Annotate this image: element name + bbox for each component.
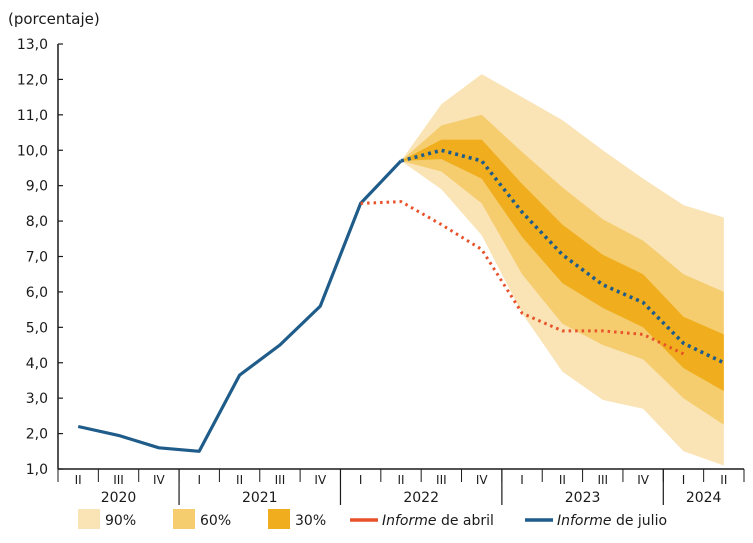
- x-quarter-label: II: [75, 473, 82, 487]
- legend-swatch-90pct: [78, 509, 100, 529]
- x-year-label: 2024: [686, 490, 722, 506]
- y-tick-label: 6,0: [26, 285, 48, 301]
- x-quarter-label: II: [236, 473, 243, 487]
- x-quarter-label: IV: [153, 473, 166, 487]
- axes: 1,0 2,0 3,0 4,0 5,0 6,0 7,0 8,0 9,0 10,0 11,0 12,0 1…: [8, 10, 745, 506]
- x-quarter-label: I: [682, 473, 686, 487]
- fan-bands: [401, 74, 724, 466]
- x-quarter-label: III: [436, 473, 447, 487]
- y-tick-label: 3,0: [26, 391, 48, 407]
- y-tick-label: 10,0: [17, 143, 48, 159]
- legend-label-julio: Informe de julio: [557, 513, 667, 529]
- legend: 90% 60% 30% Informe de abril Informe de juli…: [78, 509, 667, 529]
- series-lines: [77, 148, 725, 453]
- y-tick-label: 9,0: [26, 179, 48, 195]
- y-tick-label: 4,0: [26, 356, 48, 372]
- x-quarter-label: IV: [476, 473, 489, 487]
- history-line: [77, 159, 403, 453]
- y-tick-label: 12,0: [17, 72, 48, 88]
- x-year-label: 2023: [565, 490, 601, 506]
- legend-label-abril: Informe de abril: [382, 513, 494, 529]
- y-axis-title: (porcentaje): [8, 10, 100, 28]
- legend-swatch-30pct: [268, 509, 290, 529]
- y-tick-label: 1,0: [26, 462, 48, 478]
- x-quarter-label: III: [275, 473, 286, 487]
- y-tick-label: 5,0: [26, 320, 48, 336]
- x-quarter-label: IV: [637, 473, 650, 487]
- y-tick-label: 13,0: [17, 37, 48, 53]
- x-quarter-label: III: [597, 473, 608, 487]
- x-quarter-label: IV: [314, 473, 327, 487]
- x-quarter-label: II: [559, 473, 566, 487]
- x-year-label: 2021: [242, 490, 278, 506]
- legend-swatch-60pct: [173, 509, 195, 529]
- y-tick-label: 11,0: [17, 108, 48, 124]
- band-30pct: [401, 139, 724, 392]
- x-year-label: 2022: [403, 490, 439, 506]
- x-quarter-label: I: [520, 473, 524, 487]
- legend-label-90pct: 90%: [105, 513, 136, 529]
- y-tick-label: 2,0: [26, 427, 48, 443]
- x-quarter-label: II: [720, 473, 727, 487]
- x-year-label: 2020: [101, 490, 137, 506]
- y-tick-label: 8,0: [26, 214, 48, 230]
- legend-label-60pct: 60%: [200, 513, 231, 529]
- x-quarter-label: II: [397, 473, 404, 487]
- legend-label-30pct: 30%: [295, 513, 326, 529]
- x-quarter-label: III: [113, 473, 124, 487]
- series-line-abril: [360, 200, 685, 356]
- x-quarter-label: I: [197, 473, 201, 487]
- x-quarter-label: I: [359, 473, 363, 487]
- y-tick-label: 7,0: [26, 250, 48, 266]
